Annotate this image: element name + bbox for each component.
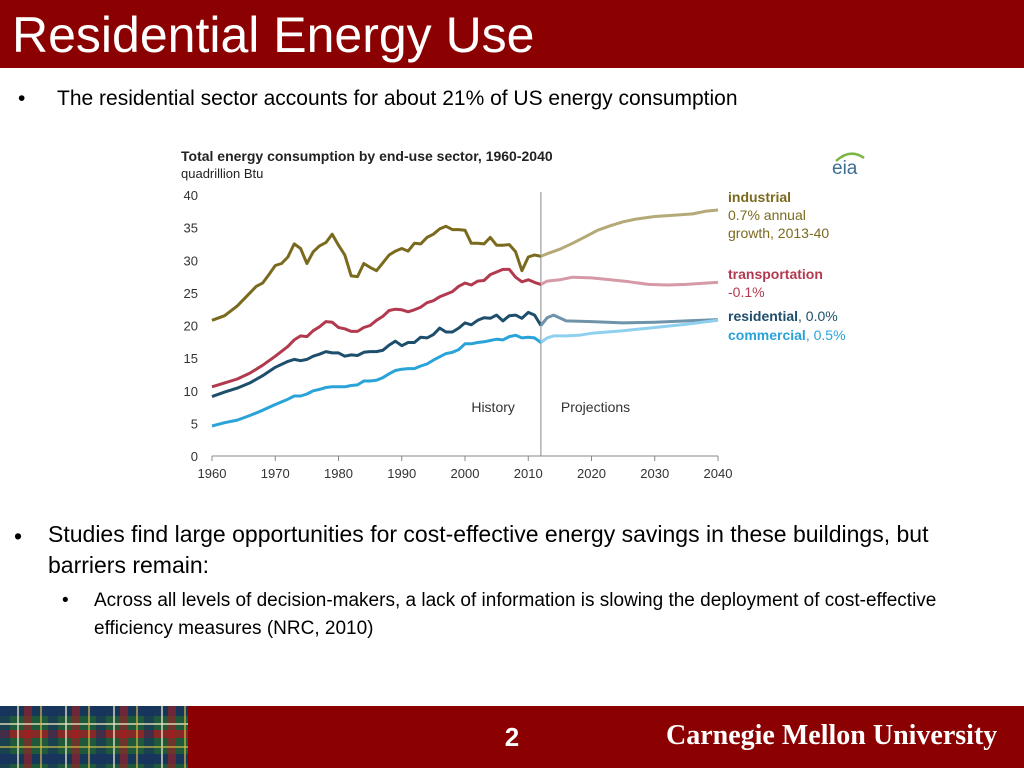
- chart-series: [211, 208, 719, 428]
- footer-bar: 2 Carnegie Mellon University: [0, 706, 1024, 768]
- x-tick-label: 2030: [640, 466, 669, 481]
- chart-svg: Total energy consumption by end-use sect…: [181, 148, 865, 481]
- x-tick-label: 2020: [577, 466, 606, 481]
- industrial-projection-line: [540, 208, 719, 258]
- bullet-text-opportunities: Studies find large opportunities for cos…: [48, 521, 929, 578]
- legend-industrial-name: industrial: [728, 189, 791, 205]
- legend-industrial-growth-line: 0.7% annual: [728, 207, 806, 223]
- legend-industrial-growth-line: growth, 2013-40: [728, 225, 829, 241]
- chart-subtitle: quadrillion Btu: [181, 166, 263, 181]
- eia-logo-text: eia: [832, 158, 858, 179]
- eia-logo: eia: [832, 152, 865, 179]
- y-tick-label: 0: [191, 449, 198, 464]
- commercial-history-line: [211, 333, 542, 428]
- bullet-text-residential-share: The residential sector accounts for abou…: [57, 87, 738, 110]
- projections-label: Projections: [561, 399, 630, 415]
- legend-residential-name: residential, 0.0%: [728, 308, 838, 324]
- cmu-wordmark: Carnegie Mellon University: [666, 720, 998, 751]
- residential-projection-line: [539, 313, 719, 327]
- bullet-glyph-2: •: [14, 523, 23, 549]
- chart-legend: industrial 0.7% annual growth, 2013-40 tran…: [728, 189, 846, 343]
- energy-consumption-chart: Total energy consumption by end-use sect…: [170, 140, 870, 490]
- x-tick-label: 1970: [261, 466, 290, 481]
- y-tick-label: 40: [184, 188, 198, 203]
- y-tick-label: 5: [191, 416, 198, 431]
- eia-logo-swoosh: [835, 152, 865, 162]
- x-tick-label: 2040: [704, 466, 733, 481]
- tartan-pattern: [0, 706, 188, 768]
- x-tick-label: 1990: [387, 466, 416, 481]
- history-label: History: [471, 399, 515, 415]
- chart-axes: 0 5 10 15 20 25 30 35 40 1960 1970 1980 1990 2000 2010…: [184, 188, 733, 481]
- legend-transportation-name: transportation: [728, 266, 823, 282]
- y-tick-label: 35: [184, 221, 198, 236]
- transportation-history-line: [211, 267, 542, 389]
- slide-title: Residential Energy Use: [12, 7, 535, 63]
- transportation-projection-line: [540, 275, 719, 287]
- y-tick-label: 15: [184, 351, 198, 366]
- residential-history-line: [211, 310, 543, 399]
- y-tick-label: 10: [184, 384, 198, 399]
- bullet-glyph-3: •: [62, 590, 69, 611]
- page-number: 2: [504, 722, 520, 752]
- x-tick-label: 2000: [451, 466, 480, 481]
- industrial-history-line: [211, 224, 542, 322]
- x-tick-label: 1980: [324, 466, 353, 481]
- bullet-glyph-1: •: [18, 87, 26, 110]
- commercial-projection-line: [540, 318, 719, 344]
- x-tick-label: 2010: [514, 466, 543, 481]
- legend-transportation-growth-line: -0.1%: [728, 284, 765, 300]
- legend-residential-growth: , 0.0%: [798, 308, 838, 324]
- chart-title: Total energy consumption by end-use sect…: [181, 148, 553, 164]
- x-tick-label: 1960: [198, 466, 227, 481]
- y-tick-label: 30: [184, 253, 198, 268]
- y-tick-label: 20: [184, 319, 198, 334]
- title-bar: Residential Energy Use: [0, 0, 1024, 68]
- y-tick-label: 25: [184, 286, 198, 301]
- legend-commercial-growth: , 0.5%: [806, 327, 846, 343]
- legend-commercial-name: commercial, 0.5%: [728, 327, 846, 343]
- bullet-text-lack-of-information: Across all levels of decision-makers, a …: [94, 590, 937, 639]
